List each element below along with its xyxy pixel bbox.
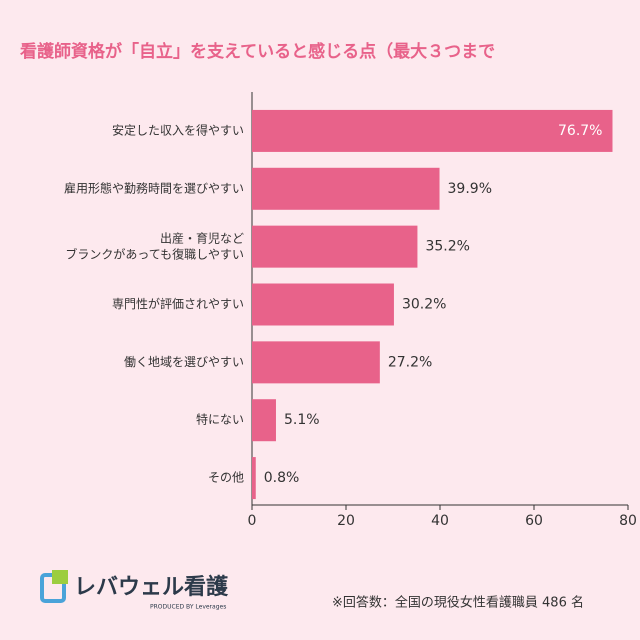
footnote: ※回答数：全国の現役女性看護職員 486 名 [332, 595, 584, 611]
x-tick-label: 40 [431, 513, 449, 529]
bar [252, 225, 418, 268]
logo-icon [40, 570, 68, 603]
y-tick-label: 特にない [196, 412, 244, 427]
chart-title: 看護師資格が「自立」を支えていると感じる点（最大３つまで [19, 41, 495, 62]
value-label: 0.8% [264, 470, 300, 486]
value-label: 27.2% [388, 354, 432, 370]
x-tick-label: 20 [337, 513, 355, 529]
value-label: 5.1% [284, 412, 320, 428]
bar [252, 283, 394, 326]
value-label: 39.9% [448, 181, 492, 197]
logo-sub: PRODUCED BY Leverages [150, 604, 226, 611]
x-tick-label: 60 [525, 513, 543, 529]
bar [252, 109, 613, 152]
bar [252, 167, 440, 210]
y-tick-label: 働く地域を選びやすい [124, 355, 244, 369]
y-tick-label: 出産・育児などブランクがあっても復職しやすい [65, 230, 244, 261]
value-label: 30.2% [402, 297, 446, 313]
value-label: 35.2% [425, 239, 469, 255]
value-label: 76.7% [558, 123, 602, 139]
y-tick-label: その他 [208, 471, 244, 485]
x-tick-label: 0 [248, 513, 257, 529]
bar [252, 457, 256, 500]
x-tick-label: 80 [619, 513, 637, 529]
bar [252, 341, 380, 384]
y-tick-label: 専門性が評価されやすい [112, 296, 244, 311]
logo: レバウェル看護 [74, 574, 229, 600]
y-tick-label: 雇用形態や勤務時間を選びやすい [64, 180, 244, 195]
bar [252, 399, 276, 442]
y-tick-label: 安定した収入を得やすい [112, 122, 244, 137]
